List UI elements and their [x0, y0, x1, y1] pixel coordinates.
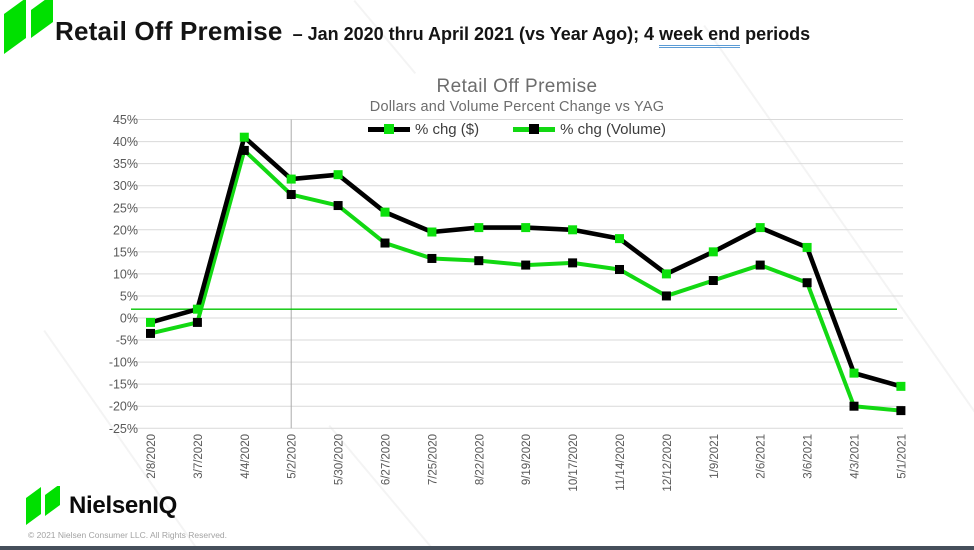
x-axis-label: 3/7/2020: [193, 434, 205, 479]
x-axis-label: 2/6/2021: [756, 434, 768, 479]
y-axis-label: 0%: [120, 312, 138, 326]
y-axis-label: 15%: [113, 245, 138, 259]
footer-logo: NielsenIQ: [26, 486, 177, 526]
x-axis-label: 8/22/2020: [474, 434, 486, 485]
x-axis-label: 10/17/2020: [568, 434, 580, 492]
series-line-volume: [150, 148, 902, 413]
data-point-marker-volume: [333, 201, 343, 211]
x-axis-label: 5/30/2020: [334, 434, 346, 485]
legend-swatch-dollars-icon: [367, 124, 410, 135]
bottom-bar: [0, 546, 974, 550]
data-point-marker-dollars: [146, 317, 155, 327]
y-axis-label: 35%: [113, 157, 138, 171]
legend-item-dollars: % chg ($): [367, 121, 480, 138]
data-point-marker-volume: [474, 256, 484, 266]
y-axis-label: 20%: [113, 223, 138, 237]
legend-label-volume: % chg (Volume): [560, 121, 667, 138]
x-axis-label: 12/12/2020: [662, 434, 674, 492]
x-axis-label: 5/2/2020: [287, 434, 299, 479]
data-point-marker-dollars: [802, 242, 812, 252]
x-axis-label: 9/19/2020: [521, 434, 533, 485]
y-axis-label: -15%: [109, 378, 138, 392]
chart-subtitle: Dollars and Volume Percent Change vs YAG: [369, 99, 665, 115]
chart-title: Retail Off Premise: [436, 76, 598, 97]
data-point-marker-volume: [896, 406, 906, 416]
x-axis-label: 3/6/2021: [803, 434, 815, 479]
data-point-marker-dollars: [521, 223, 531, 233]
x-axis-label: 7/25/2020: [427, 434, 439, 485]
y-axis-label: 25%: [113, 201, 138, 215]
y-axis-label: -10%: [109, 356, 138, 370]
y-axis-label: -5%: [116, 334, 138, 348]
data-point-marker-volume: [286, 190, 296, 200]
y-axis-label: 5%: [120, 289, 138, 303]
x-axis-label: 2/8/2020: [146, 434, 158, 479]
x-axis-label: 6/27/2020: [381, 434, 393, 485]
x-axis-label: 5/1/2021: [896, 434, 908, 479]
data-point-marker-volume: [146, 328, 155, 338]
y-axis-label: 45%: [113, 113, 138, 127]
nielseniq-footer-logo-icon: [26, 486, 60, 525]
data-point-marker-volume: [380, 238, 390, 248]
data-point-marker-dollars: [286, 174, 296, 184]
data-point-marker-dollars: [239, 132, 249, 142]
title-underlined-text: week end: [659, 24, 741, 48]
title-sub: – Jan 2020 thru April 2021 (vs Year Ago)…: [292, 24, 811, 48]
y-axis-label: -25%: [109, 422, 138, 436]
x-axis-label: 4/3/2021: [850, 434, 862, 479]
data-point-marker-volume: [708, 276, 718, 286]
data-point-marker-dollars: [380, 207, 390, 217]
page-title: Retail Off Premise – Jan 2020 thru April…: [55, 16, 811, 48]
title-sub-suffix: periods: [740, 24, 811, 44]
y-axis-label: -20%: [109, 400, 138, 414]
data-point-marker-volume: [568, 258, 578, 268]
data-point-marker-dollars: [661, 269, 671, 279]
legend-label-dollars: % chg ($): [414, 121, 480, 138]
data-point-marker-volume: [521, 260, 531, 270]
data-point-marker-dollars: [896, 381, 906, 391]
data-point-marker-dollars: [333, 170, 343, 180]
data-point-marker-volume: [849, 401, 859, 411]
copyright-text: © 2021 Nielsen Consumer LLC. All Rights …: [28, 530, 228, 540]
data-point-marker-dollars: [474, 223, 484, 233]
x-axis-label: 11/14/2020: [615, 434, 627, 491]
legend-item-volume: % chg (Volume): [513, 121, 666, 138]
data-point-marker-volume: [615, 264, 624, 274]
data-point-marker-dollars: [708, 247, 718, 257]
title-main: Retail Off Premise: [55, 16, 283, 46]
data-point-marker-dollars: [568, 225, 578, 235]
y-axis-label: 30%: [113, 179, 138, 193]
data-point-marker-volume: [802, 278, 812, 288]
data-point-marker-dollars: [192, 304, 202, 314]
data-point-marker-volume: [192, 317, 202, 327]
y-axis-label: 10%: [113, 267, 138, 281]
y-axis-label: 40%: [113, 135, 138, 149]
chart-legend: % chg ($) % chg (Volume): [131, 121, 903, 138]
x-axis-label: 1/9/2021: [709, 434, 721, 479]
brand-name: NielsenIQ: [69, 492, 178, 519]
title-sub-prefix: – Jan 2020 thru April 2021 (vs Year Ago)…: [292, 24, 660, 44]
data-point-marker-dollars: [615, 234, 624, 244]
data-point-marker-volume: [239, 145, 249, 155]
data-point-marker-volume: [661, 291, 671, 301]
data-point-marker-dollars: [427, 227, 437, 237]
data-point-marker-dollars: [849, 368, 859, 378]
data-point-marker-volume: [755, 260, 765, 270]
data-point-marker-volume: [427, 253, 437, 263]
legend-swatch-volume-icon: [513, 124, 556, 135]
x-axis-label: 4/4/2020: [240, 434, 252, 479]
data-point-marker-dollars: [755, 223, 765, 233]
nielseniq-logo-mark-icon: [4, 0, 53, 54]
